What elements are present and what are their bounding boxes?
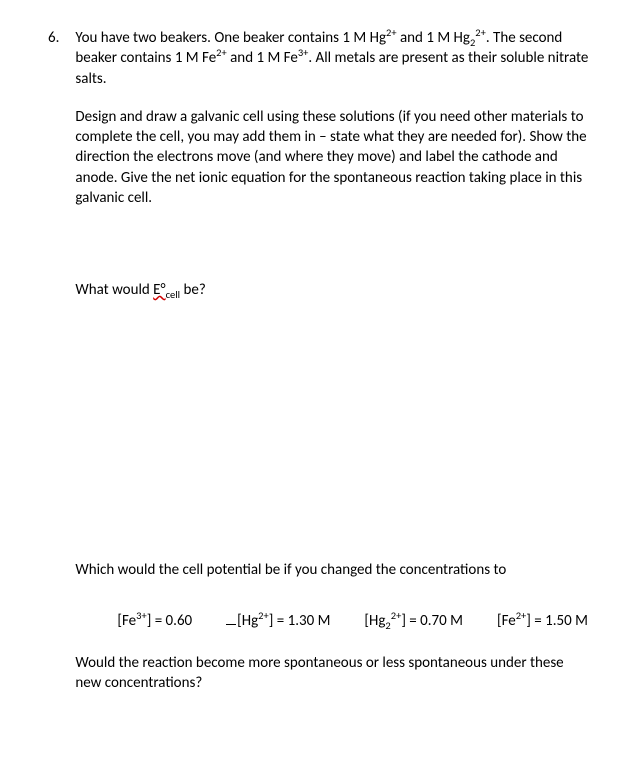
- fe3-concentration: [Fe3+] = 0.60: [117, 611, 192, 631]
- question-block: 6. You have two beakers. One beaker cont…: [48, 28, 589, 711]
- design-instruction: Design and draw a galvanic cell using th…: [75, 107, 589, 208]
- intro-paragraph: You have two beakers. One beaker contain…: [75, 28, 589, 89]
- ecell-prefix: What would: [75, 281, 153, 299]
- hg2-concentration: [Hg2+] = 1.30 M: [226, 611, 330, 631]
- ecell-prompt: What would E°cell be?: [75, 280, 589, 300]
- spontaneity-prompt: Would the reaction become more spontaneo…: [75, 653, 589, 694]
- leading-underscore: [226, 624, 236, 625]
- fe2-concentration: [Fe2+] = 1.50 M: [497, 611, 588, 631]
- ecell-variable: E°cell: [153, 281, 180, 299]
- ecell-var-sub: cell: [166, 288, 180, 301]
- ecell-var-pre: E°: [153, 281, 165, 299]
- question-body: You have two beakers. One beaker contain…: [75, 28, 589, 711]
- change-concentration-prompt: Which would the cell potential be if you…: [75, 560, 589, 580]
- concentration-row: [Fe3+] = 0.60 [Hg2+] = 1.30 M [Hg22+] = …: [75, 611, 589, 631]
- hg22-concentration: [Hg22+] = 0.70 M: [364, 611, 463, 631]
- ecell-suffix: be?: [180, 281, 206, 299]
- question-number: 6.: [48, 28, 59, 711]
